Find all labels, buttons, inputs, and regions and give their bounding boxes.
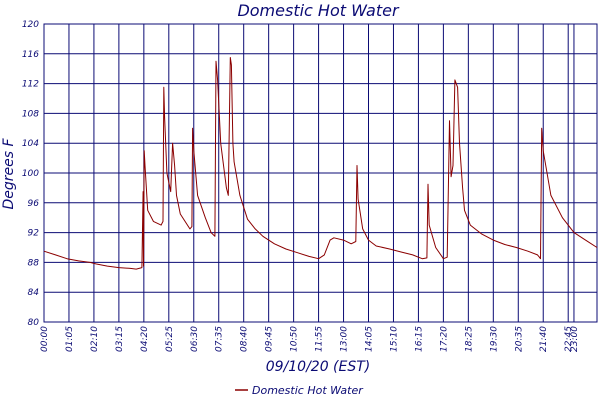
x-tick-label: 17:20 [439,326,449,352]
x-tick-label: 04:20 [140,326,150,352]
y-tick-label: 96 [28,199,40,209]
y-axis-label: Degrees F [1,138,17,210]
y-ticks: 80 84 88 92 96 100 104 108 112 116 120 [22,20,39,328]
chart-title: Domestic Hot Water [237,1,400,20]
y-tick-label: 108 [22,109,39,119]
y-tick-label: 92 [28,229,40,239]
x-tick-label: 05:25 [165,326,175,352]
plot-frame [43,23,598,323]
x-tick-label: 11:55 [315,326,325,352]
x-tick-label: 16:15 [414,326,424,352]
x-tick-label: 10:50 [290,326,300,352]
y-tick-label: 88 [28,258,40,268]
y-tick-label: 112 [22,80,39,90]
y-tick-label: 104 [22,139,39,149]
x-tick-label: 21:40 [539,326,549,352]
x-tick-label: 19:30 [489,326,499,352]
x-tick-label: 18:25 [464,326,474,352]
x-tick-label: 08:40 [240,326,250,352]
x-tick-label: 07:35 [215,326,225,352]
y-tick-label: 116 [22,50,39,60]
x-ticks: 00:00 01:05 02:10 03:15 04:20 05:25 06:30 07:35… [40,326,580,352]
x-tick-label: 00:00 [40,326,50,352]
x-tick-label: 13:00 [340,326,350,352]
x-tick-label: 15:10 [389,326,399,352]
x-tick-label: 03:15 [115,326,125,352]
grid [43,23,597,323]
series-line [43,57,598,270]
y-tick-label: 80 [28,318,40,328]
y-tick-label: 100 [22,169,39,179]
x-axis-label: 09/10/20 (EST) [266,359,371,375]
x-tick-label: 14:05 [365,326,375,352]
series [43,57,598,270]
x-tick-label: 01:05 [65,326,75,352]
y-tick-label: 120 [22,20,39,30]
legend-label: Domestic Hot Water [252,384,364,397]
x-tick-label: 23:00 [570,326,580,352]
legend: Domestic Hot Water [235,384,364,397]
x-tick-label: 06:30 [190,326,200,352]
y-tick-label: 84 [28,288,40,298]
x-tick-label: 02:10 [90,326,100,352]
x-tick-label: 09:45 [265,326,275,352]
x-tick-label: 20:35 [514,326,524,352]
x-tick-label: 22:45 [564,326,574,352]
